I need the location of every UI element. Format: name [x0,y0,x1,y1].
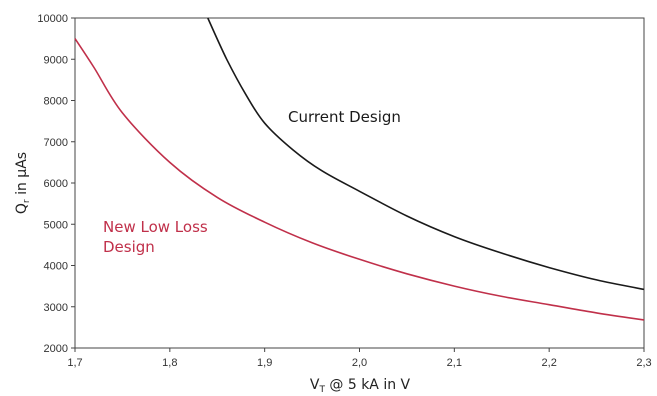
y-tick-label: 4000 [44,261,68,273]
x-tick-label: 2,0 [352,357,367,369]
x-tick-label: 2,3 [636,357,651,369]
series-line-current-design [207,17,645,291]
y-tick-label: 9000 [44,54,68,66]
y-tick-label: 3000 [44,302,68,314]
x-tick-label: 2,1 [447,357,462,369]
x-tick-label: 1,7 [67,357,82,369]
plot-frame [74,17,645,349]
x-tick-label: 1,8 [162,357,177,369]
x-axis-ticks: 1,7 1,8 1,9 2,0 2,1 2,2 2,3 [67,348,652,369]
x-axis-title: VT @ 5 kA in V [310,377,411,395]
series-layer [74,17,645,321]
y-axis-ticks: 2000 3000 4000 5000 6000 7000 8000 9000 10000 [37,13,75,355]
y-tick-label: 6000 [44,178,68,190]
y-axis-title: Qr in µAs [14,152,32,214]
series-label-new-low-loss-design: New Low Loss Design [103,218,212,256]
y-tick-label: 10000 [37,13,68,25]
y-tick-label: 7000 [44,137,68,149]
x-tick-label: 1,9 [257,357,272,369]
series-label-current-design: Current Design [288,108,401,126]
y-tick-label: 2000 [44,343,68,355]
series-line-new-low-loss-design [74,38,645,321]
y-tick-label: 5000 [44,219,68,231]
y-tick-label: 8000 [44,96,68,108]
x-tick-label: 2,2 [542,357,557,369]
